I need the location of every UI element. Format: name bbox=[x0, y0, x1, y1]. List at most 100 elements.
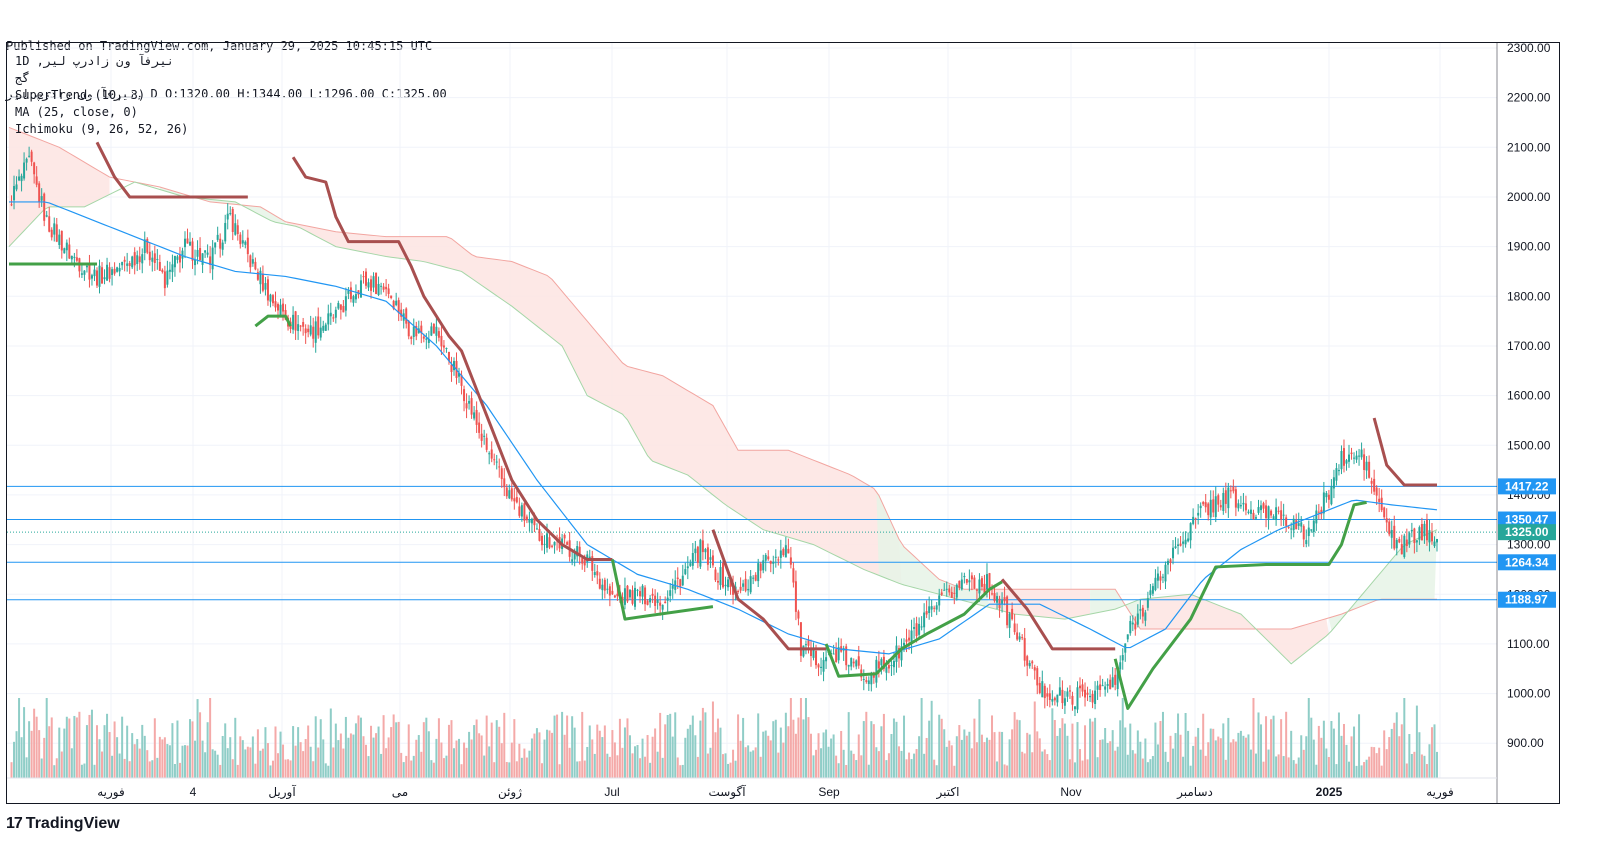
candle-body bbox=[111, 269, 114, 275]
volume-bar bbox=[158, 736, 161, 778]
volume-bar bbox=[329, 708, 332, 778]
candle-body bbox=[515, 497, 518, 503]
volume-bar bbox=[1363, 762, 1366, 778]
volume-bar bbox=[606, 753, 609, 778]
candle-body bbox=[1174, 546, 1177, 549]
candle-body bbox=[1282, 514, 1285, 516]
volume-bar bbox=[930, 700, 933, 778]
volume-bar bbox=[676, 757, 679, 778]
candle-body bbox=[1146, 598, 1149, 608]
volume-bar bbox=[171, 723, 174, 778]
candle-body bbox=[812, 649, 815, 658]
candle-body bbox=[845, 646, 848, 666]
level-badge bbox=[1498, 478, 1556, 495]
volume-bar bbox=[400, 752, 403, 778]
candle-body bbox=[357, 290, 360, 295]
supertrend-segment bbox=[1372, 417, 1437, 487]
volume-bar bbox=[1154, 722, 1157, 778]
volume-bar bbox=[219, 764, 222, 778]
tradingview-brand[interactable]: 17 TradingView bbox=[6, 815, 120, 833]
volume-bar bbox=[1011, 729, 1014, 778]
volume-bar bbox=[887, 753, 890, 778]
candle-body bbox=[63, 248, 66, 254]
volume-bar bbox=[1026, 732, 1029, 778]
candle-body bbox=[837, 647, 840, 661]
candle-body bbox=[1277, 510, 1280, 512]
candle-body bbox=[420, 325, 423, 334]
volume-bar bbox=[975, 742, 978, 778]
candle-body bbox=[146, 238, 149, 253]
candle-body bbox=[108, 267, 111, 279]
candle-body bbox=[804, 644, 807, 646]
volume-bar bbox=[1322, 720, 1325, 778]
volume-bar bbox=[1182, 756, 1185, 778]
candle-body bbox=[1192, 516, 1195, 524]
volume-bar bbox=[754, 747, 757, 778]
candle-body bbox=[993, 593, 996, 602]
cloud-band bbox=[1140, 594, 1329, 662]
candle-body bbox=[520, 505, 523, 517]
volume-bar bbox=[915, 749, 918, 778]
candle-body bbox=[646, 600, 649, 605]
level-badge bbox=[1498, 554, 1556, 571]
candle-body bbox=[872, 674, 875, 678]
candle-body bbox=[475, 409, 478, 425]
volume-bar bbox=[1046, 754, 1049, 778]
volume-bar bbox=[684, 737, 687, 778]
volume-bar bbox=[757, 713, 760, 778]
volume-bar bbox=[1272, 715, 1275, 778]
volume-bar bbox=[1312, 739, 1315, 778]
cloud-band bbox=[876, 489, 990, 608]
last-price-badge bbox=[1498, 524, 1556, 541]
candle-body bbox=[196, 249, 199, 257]
candle-body bbox=[671, 585, 674, 589]
volume-bar bbox=[319, 719, 322, 778]
candle-body bbox=[1342, 448, 1345, 466]
volume-bar bbox=[98, 739, 101, 778]
candle-body bbox=[689, 563, 692, 566]
candle-body bbox=[1214, 496, 1217, 518]
legend-ma[interactable]: MA (25, close, 0) bbox=[15, 105, 138, 119]
legend-symbol[interactable]: 1D ,نیرفآ ون زادرپ لیر bbox=[15, 54, 174, 68]
price-chart[interactable]: 2300.00 2200.00 2100.00 2000.00 1900.00 1800.… bbox=[7, 43, 1559, 803]
volume-bar bbox=[259, 750, 262, 778]
candle-body bbox=[857, 656, 860, 666]
candle-body bbox=[654, 595, 657, 606]
volume-bar bbox=[661, 757, 664, 778]
volume-bar bbox=[744, 747, 747, 778]
legend-supertrend[interactable]: SuperTrend (10, 3) bbox=[15, 88, 146, 102]
supertrend-segment bbox=[95, 141, 248, 199]
volume-bar bbox=[1425, 764, 1428, 778]
candle-body bbox=[774, 556, 777, 558]
volume-bar bbox=[186, 745, 189, 778]
volume-bar bbox=[1375, 753, 1378, 778]
volume-bar bbox=[945, 746, 948, 778]
candle-body bbox=[43, 193, 46, 221]
volume-bar bbox=[1048, 760, 1051, 778]
candle-body bbox=[525, 516, 528, 521]
candle-body bbox=[1270, 510, 1273, 516]
candle-body bbox=[1094, 690, 1097, 704]
candle-body bbox=[1395, 539, 1398, 549]
volume-bar bbox=[362, 736, 365, 778]
volume-bar bbox=[568, 747, 571, 778]
candle-body bbox=[68, 244, 71, 259]
candle-body bbox=[191, 241, 194, 261]
volume-bar bbox=[616, 755, 619, 778]
candle-body bbox=[163, 271, 166, 289]
volume-bar bbox=[699, 720, 702, 778]
candle-body bbox=[1302, 526, 1305, 540]
candle-body bbox=[254, 261, 257, 270]
legend-ichimoku[interactable]: Ichimoku (9, 26, 52, 26) bbox=[15, 122, 189, 136]
time-axis: فوریه 4 آوریل می ژوئن Jul آگوست Sep اکتبر Nov دسام… bbox=[7, 777, 1497, 800]
volume-bar bbox=[365, 744, 367, 778]
candle-body bbox=[1189, 523, 1192, 541]
chart-legend: 1D ,نیرفآ ون زادرپ لیر گج SuperTrend (10… bbox=[15, 53, 188, 138]
candle-body bbox=[488, 453, 491, 455]
candle-body bbox=[1202, 501, 1205, 505]
volume-bar bbox=[282, 744, 285, 778]
candle-body bbox=[535, 528, 538, 530]
price-axis: 2300.00 2200.00 2100.00 2000.00 1900.00 1800.… bbox=[1496, 43, 1551, 803]
candle-body bbox=[1317, 511, 1320, 513]
chart-frame[interactable]: 2300.00 2200.00 2100.00 2000.00 1900.00 1800.… bbox=[6, 42, 1560, 804]
